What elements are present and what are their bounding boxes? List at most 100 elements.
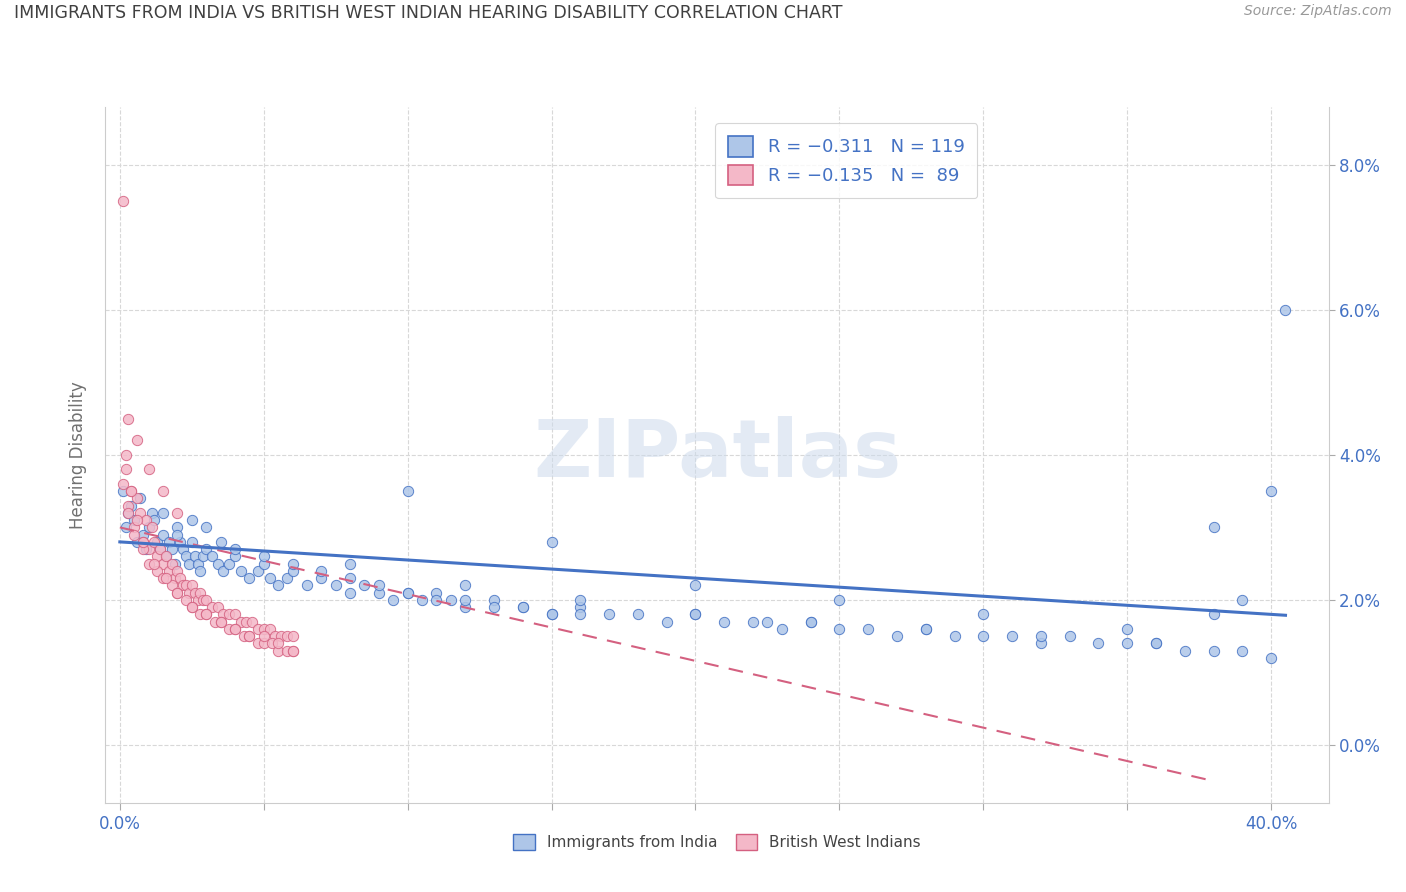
Point <box>135 542 157 557</box>
Point <box>111 194 134 209</box>
Point <box>267 578 290 592</box>
Point <box>276 629 298 643</box>
Point <box>122 527 145 541</box>
Point <box>201 600 224 615</box>
Point <box>232 629 254 643</box>
Point <box>311 571 333 585</box>
Point <box>482 592 505 607</box>
Point <box>155 549 177 564</box>
Point <box>152 571 174 585</box>
Point <box>411 592 433 607</box>
Point <box>259 622 281 636</box>
Point <box>212 607 235 622</box>
Point <box>339 557 361 571</box>
Point <box>569 592 592 607</box>
Point <box>187 557 209 571</box>
Point <box>742 615 765 629</box>
Point <box>454 600 477 615</box>
Point <box>224 607 246 622</box>
Point <box>152 506 174 520</box>
Point <box>1232 592 1254 607</box>
Point <box>152 557 174 571</box>
Point <box>218 622 240 636</box>
Point <box>180 578 202 592</box>
Point <box>1274 303 1296 318</box>
Point <box>281 643 304 657</box>
Point <box>132 542 155 557</box>
Point <box>149 542 172 557</box>
Point <box>367 578 389 592</box>
Point <box>195 607 218 622</box>
Point <box>224 542 246 557</box>
Point <box>262 636 284 650</box>
Point <box>117 411 139 425</box>
Point <box>1202 607 1225 622</box>
Point <box>172 542 194 557</box>
Point <box>1116 636 1139 650</box>
Point <box>190 585 212 599</box>
Point <box>425 585 447 599</box>
Point <box>240 615 263 629</box>
Point <box>270 629 292 643</box>
Point <box>180 534 202 549</box>
Point <box>129 506 152 520</box>
Point <box>132 534 155 549</box>
Point <box>253 549 276 564</box>
Point <box>382 592 405 607</box>
Point <box>120 484 142 499</box>
Point <box>253 629 276 643</box>
Point <box>396 585 419 599</box>
Point <box>1202 643 1225 657</box>
Point <box>174 578 197 592</box>
Point <box>512 600 534 615</box>
Point <box>166 564 188 578</box>
Point <box>685 578 707 592</box>
Text: IMMIGRANTS FROM INDIA VS BRITISH WEST INDIAN HEARING DISABILITY CORRELATION CHAR: IMMIGRANTS FROM INDIA VS BRITISH WEST IN… <box>14 4 842 22</box>
Point <box>253 622 276 636</box>
Point <box>770 622 793 636</box>
Point <box>1174 643 1197 657</box>
Point <box>111 476 134 491</box>
Point <box>224 549 246 564</box>
Point <box>169 534 191 549</box>
Point <box>190 607 212 622</box>
Point <box>264 629 287 643</box>
Legend: Immigrants from India, British West Indians: Immigrants from India, British West Indi… <box>506 827 928 858</box>
Point <box>166 520 188 534</box>
Point <box>143 534 166 549</box>
Point <box>238 571 260 585</box>
Point <box>166 527 188 541</box>
Point <box>166 506 188 520</box>
Point <box>149 542 172 557</box>
Point <box>172 578 194 592</box>
Point <box>180 513 202 527</box>
Point <box>132 534 155 549</box>
Point <box>325 578 347 592</box>
Point <box>132 527 155 541</box>
Point <box>655 615 678 629</box>
Point <box>163 571 186 585</box>
Point <box>155 571 177 585</box>
Point <box>120 484 142 499</box>
Point <box>1087 636 1109 650</box>
Point <box>120 499 142 513</box>
Point <box>569 607 592 622</box>
Point <box>183 549 205 564</box>
Point <box>111 484 134 499</box>
Point <box>339 585 361 599</box>
Point <box>454 592 477 607</box>
Point <box>146 534 169 549</box>
Point <box>972 607 994 622</box>
Point <box>152 527 174 541</box>
Point <box>246 564 269 578</box>
Point <box>295 578 318 592</box>
Point <box>229 564 252 578</box>
Point <box>1202 520 1225 534</box>
Point <box>396 484 419 499</box>
Point <box>190 564 212 578</box>
Point <box>183 585 205 599</box>
Point <box>367 585 389 599</box>
Point <box>143 513 166 527</box>
Point <box>281 557 304 571</box>
Point <box>195 542 218 557</box>
